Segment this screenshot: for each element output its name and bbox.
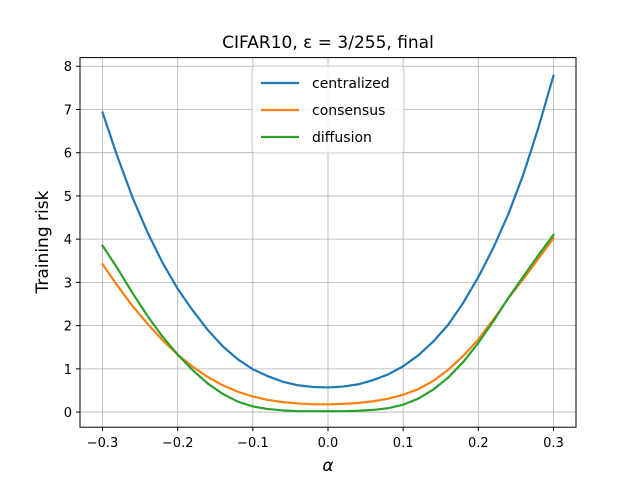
y-axis-label: Training risk [33,190,53,294]
y-ticks: 0 1 2 3 4 5 6 7 8 [64,60,80,421]
legend: centralized consensus diffusion [251,65,405,154]
x-tick-label: 0.1 [393,436,414,451]
y-tick-label: 4 [64,233,72,248]
series-line-centralized [101,74,555,389]
y-tick-label: 1 [64,363,72,378]
series-lines [101,74,555,413]
x-tick-label: 0.2 [468,436,489,451]
chart-title: CIFAR10, ε = 3/255, final [222,33,434,53]
y-tick-label: 7 [64,103,72,118]
x-tick-label: −0.2 [162,436,194,451]
x-tick-label: −0.3 [87,436,119,451]
y-tick-label: 0 [64,406,72,421]
y-tick-label: 6 [64,147,72,162]
x-axis-label: α [322,456,333,476]
legend-label-consensus: consensus [312,103,385,119]
y-tick-label: 5 [64,190,72,205]
y-tick-label: 8 [64,60,72,75]
x-tick-label: −0.1 [237,436,269,451]
series-line-diffusion [101,233,555,413]
x-tick-label: 0.3 [543,436,564,451]
legend-label-centralized: centralized [312,76,390,92]
x-ticks: −0.3 −0.2 −0.1 0.0 0.1 0.2 0.3 [87,427,564,451]
x-tick-label: 0.0 [318,436,339,451]
legend-label-diffusion: diffusion [312,130,372,146]
y-tick-label: 2 [64,320,72,335]
y-tick-label: 3 [64,276,72,291]
legend-box [251,65,405,154]
